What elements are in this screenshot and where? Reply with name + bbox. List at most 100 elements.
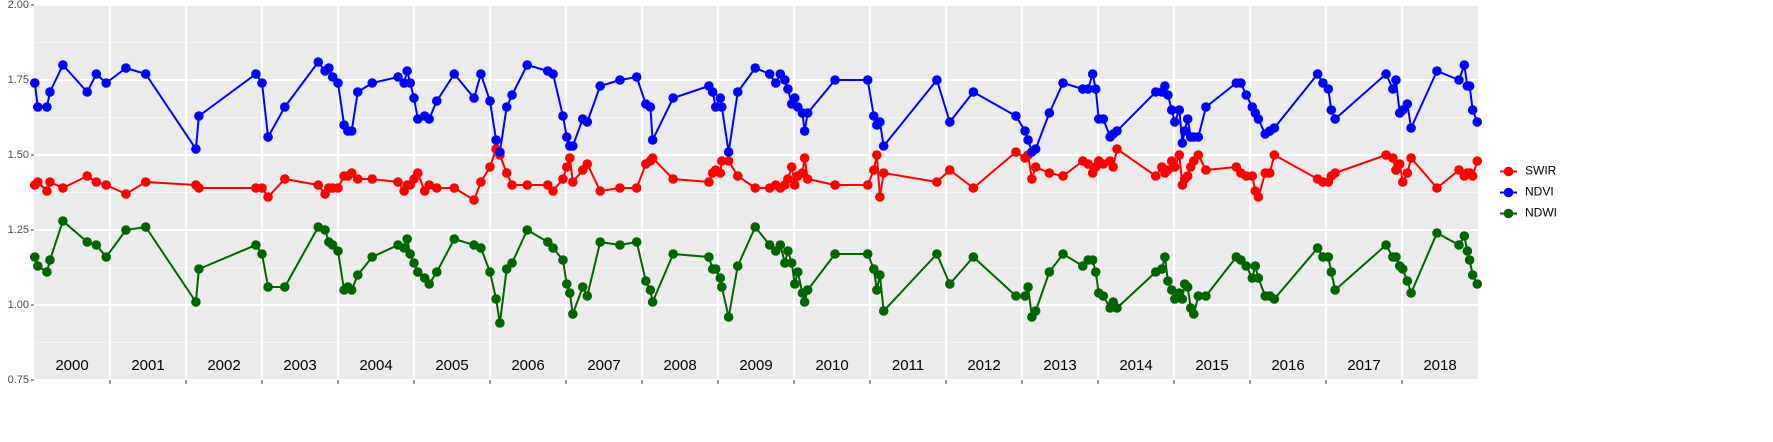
data-point — [1011, 147, 1021, 157]
data-point — [432, 267, 442, 277]
data-point — [1388, 153, 1398, 163]
data-point — [1253, 114, 1264, 124]
data-point — [432, 183, 442, 193]
year-label: 2005 — [435, 357, 468, 374]
data-point — [641, 276, 651, 286]
data-point — [615, 183, 625, 193]
data-point — [710, 264, 721, 274]
data-point — [750, 222, 761, 232]
data-point — [1044, 267, 1055, 277]
data-point — [42, 186, 52, 196]
data-point — [548, 186, 558, 196]
data-point — [799, 297, 810, 307]
data-point — [1182, 282, 1193, 292]
data-point — [1381, 69, 1391, 79]
data-point — [42, 102, 52, 112]
year-label: 2000 — [55, 357, 88, 374]
data-point — [424, 114, 435, 124]
data-point — [869, 264, 879, 274]
data-point — [595, 81, 605, 91]
data-point — [45, 255, 55, 265]
data-point — [1406, 288, 1416, 298]
data-point — [1381, 240, 1391, 250]
data-point — [1166, 285, 1177, 295]
data-point — [313, 57, 324, 67]
data-point — [1236, 78, 1246, 88]
data-point — [1112, 126, 1122, 136]
data-point — [568, 177, 578, 187]
data-point — [1253, 192, 1264, 202]
data-point — [1472, 117, 1483, 127]
data-point — [346, 126, 357, 136]
year-label: 2017 — [1347, 357, 1380, 374]
data-point — [191, 297, 201, 307]
data-point — [263, 132, 273, 142]
data-point — [82, 237, 92, 247]
data-point — [764, 240, 775, 250]
data-point — [1058, 249, 1068, 259]
data-point — [1402, 99, 1413, 109]
data-point — [1269, 150, 1280, 160]
data-point — [413, 168, 423, 178]
data-point — [878, 141, 889, 151]
data-point — [1402, 168, 1413, 178]
data-point — [1193, 291, 1204, 301]
year-label: 2003 — [283, 357, 316, 374]
data-point — [409, 93, 419, 103]
data-point — [945, 279, 955, 289]
data-point — [121, 63, 131, 73]
data-point — [668, 174, 678, 184]
data-point — [1432, 66, 1442, 76]
data-point — [1108, 162, 1118, 172]
data-point — [1247, 171, 1258, 181]
data-point — [121, 225, 131, 235]
data-point — [1467, 171, 1478, 181]
data-point — [878, 306, 889, 316]
year-label: 2009 — [739, 357, 772, 374]
data-point — [561, 279, 572, 289]
data-point — [932, 75, 942, 85]
data-point — [775, 240, 786, 250]
data-point — [1193, 150, 1204, 160]
data-point — [717, 282, 727, 292]
data-point — [1090, 84, 1101, 94]
data-point — [1182, 114, 1193, 124]
data-point — [352, 270, 363, 280]
y-tick-label: 1.25 — [8, 224, 29, 236]
data-point — [352, 174, 363, 184]
year-label: 2004 — [359, 357, 392, 374]
data-point — [595, 186, 605, 196]
data-point — [875, 192, 885, 202]
legend-marker — [1503, 187, 1514, 198]
data-point — [1112, 144, 1122, 154]
data-point — [1020, 126, 1030, 136]
year-label: 2007 — [587, 357, 620, 374]
data-point — [1467, 105, 1478, 115]
data-point — [770, 78, 781, 88]
data-point — [1188, 309, 1199, 319]
data-point — [1241, 90, 1251, 100]
data-point — [615, 240, 625, 250]
data-point — [476, 243, 486, 253]
data-point — [1044, 168, 1055, 178]
data-point — [1312, 243, 1323, 253]
data-point — [577, 282, 588, 292]
data-point — [367, 252, 378, 262]
data-point — [405, 249, 416, 259]
data-point — [495, 318, 505, 328]
data-point — [869, 111, 879, 121]
data-point — [280, 282, 290, 292]
data-point — [1174, 105, 1185, 115]
data-point — [645, 285, 656, 295]
data-point — [1201, 102, 1211, 112]
data-point — [1011, 291, 1021, 301]
data-point — [799, 153, 810, 163]
data-point — [783, 246, 793, 256]
data-point — [399, 243, 409, 253]
data-point — [723, 147, 734, 157]
data-point — [1177, 294, 1188, 304]
data-point — [802, 285, 813, 295]
data-point — [723, 156, 734, 166]
data-point — [783, 84, 793, 94]
